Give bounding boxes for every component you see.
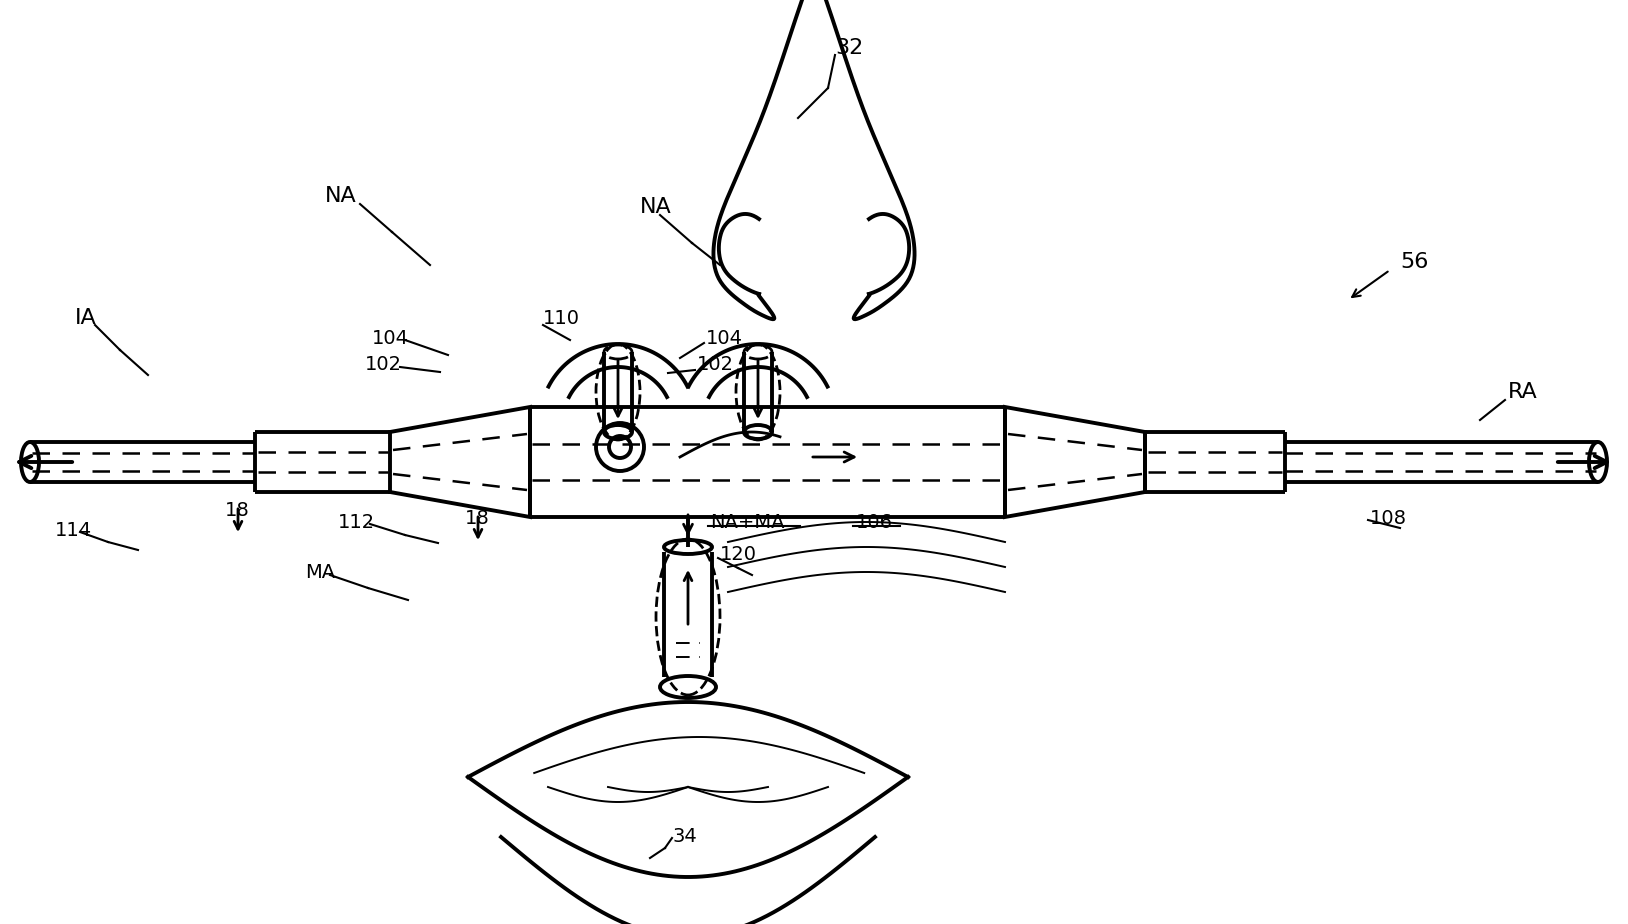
Text: 32: 32 [835,38,863,58]
Text: 104: 104 [707,329,742,347]
Text: NA: NA [326,186,357,206]
Text: 18: 18 [225,501,249,519]
Text: 120: 120 [720,545,757,565]
Text: NA: NA [640,197,672,217]
Text: IA: IA [75,308,96,328]
Text: RA: RA [1508,382,1538,402]
Text: 56: 56 [1400,252,1428,272]
Text: 108: 108 [1371,508,1407,528]
Text: 106: 106 [856,513,894,531]
Text: 112: 112 [339,513,374,531]
Text: 18: 18 [466,509,490,529]
Text: MA: MA [304,563,335,581]
Text: 102: 102 [697,356,734,374]
Text: 102: 102 [365,356,402,374]
Text: NA+MA: NA+MA [710,513,785,531]
Text: 104: 104 [373,329,409,347]
Text: 114: 114 [55,520,93,540]
Text: 110: 110 [544,309,580,327]
Text: 34: 34 [672,826,698,845]
